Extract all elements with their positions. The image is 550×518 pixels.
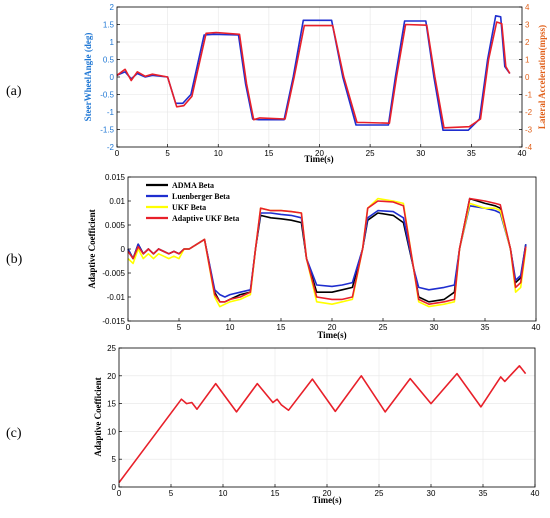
panel-c-xtick-label: 35 [479, 489, 488, 498]
panel-a-xtick-label: 30 [416, 149, 425, 158]
legend-label-2: UKF Beta [172, 203, 206, 212]
panel-a-xtick-label: 15 [264, 149, 273, 158]
panel-c-ylabel: Adaptive Coefficient [93, 377, 103, 456]
panel-a-ytick-right-label: -3 [525, 126, 533, 135]
panel-a-xtick-label: 5 [165, 149, 170, 158]
panel-a-xtick-label: 10 [214, 149, 223, 158]
panel-c-xtick-label: 20 [323, 489, 332, 498]
panel-b-ytick-label: -0.01 [107, 293, 126, 302]
panel-c-xtick-label: 5 [169, 489, 174, 498]
panel-b-ytick-label: -0.005 [102, 269, 125, 278]
panel-a-ytick-right-label: -2 [525, 108, 533, 117]
panel-c-xtick-label: 10 [219, 489, 228, 498]
panel-a-ytick-right-label: -1 [525, 91, 533, 100]
panel-b-xtick-label: 40 [532, 323, 541, 332]
panel-a-ylabel-left: SteerWheelAngle (deg) [83, 33, 93, 122]
panel-b-xtick-label: 15 [277, 323, 286, 332]
panel-c-xtick-label: 25 [375, 489, 384, 498]
panel-a-ytick-right-label: 4 [525, 3, 530, 12]
panel-a-ytick-label: -1.5 [100, 126, 114, 135]
panel-a-ytick-label: 2 [110, 3, 115, 12]
panel-a-series-0-line [116, 15, 511, 131]
panel-a-ytick-right-label: 0 [525, 73, 530, 82]
panel-c-label: (c) [6, 426, 22, 441]
panel-b-label: (b) [6, 252, 23, 267]
panel-b-xtick-label: 35 [481, 323, 490, 332]
panel-c-ytick-label: 0 [112, 483, 117, 492]
panel-b-xtick-label: 10 [226, 323, 235, 332]
panel-a-xlabel: Time(s) [304, 154, 333, 164]
panel-c-xlabel: Time(s) [312, 495, 341, 505]
panel-b-ytick-label: -0.015 [102, 317, 125, 326]
legend-label-3: Adaptive UKF Beta [172, 214, 239, 223]
panel-c-ytick-label: 10 [107, 427, 116, 436]
panel-a-ytick-label: -2 [107, 143, 115, 152]
panel-a-ytick-label: 1 [110, 38, 115, 47]
panel-a-xtick-label: 0 [115, 149, 120, 158]
panel-b-xtick-label: 5 [177, 323, 182, 332]
panel-c-xtick-label: 15 [271, 489, 280, 498]
panel-b-ytick-label: 0 [121, 245, 126, 254]
panel-c-ytick-label: 15 [107, 400, 116, 409]
panel-c-xtick-label: 0 [117, 489, 122, 498]
panel-b-series-3-line [127, 197, 527, 306]
panel-b-xlabel: Time(s) [317, 330, 346, 340]
panel-b-legend: ADMA Beta Luenberger Beta UKF Beta Adaptive… [146, 181, 239, 223]
panel-b-xtick-label: 30 [430, 323, 439, 332]
panel-a-ytick-label: 0.5 [103, 56, 115, 65]
panel-a-ytick-label: -0.5 [100, 91, 114, 100]
legend-label-0: ADMA Beta [172, 181, 214, 190]
panel-c-ytick-label: 20 [107, 372, 116, 381]
panel-a-ytick-right-label: 2 [525, 38, 530, 47]
panel-a-label: (a) [6, 84, 22, 99]
panel-a-ylabel-right: Lateral Acceleration(mpss) [537, 25, 547, 129]
panel-a-xtick-label: 40 [518, 149, 527, 158]
panel-a-ytick-label: -1 [107, 108, 115, 117]
panel-b-ytick-label: 0.005 [105, 221, 126, 230]
panel-c-ytick-label: 25 [107, 344, 116, 353]
panel-a-xtick-label: 25 [366, 149, 375, 158]
panel-c-ytick-label: 5 [112, 455, 117, 464]
panel-b-xtick-label: 20 [328, 323, 337, 332]
panel-a-ytick-label: 0 [110, 73, 115, 82]
panel-a-xtick-label: 20 [315, 149, 324, 158]
panel-a: (a) 0 5 10 15 20 25 30 35 40 -2-1.5-1-0.500.511.… [6, 3, 547, 164]
panel-b-ytick-label: 0.015 [105, 173, 126, 182]
panel-a-ytick-right-label: 1 [525, 56, 530, 65]
panel-a-ytick-right-label: -4 [525, 143, 533, 152]
panel-a-ytick-label: 1.5 [103, 21, 115, 30]
panel-a-series-1-line [116, 21, 511, 129]
panel-b: (b) 0 5 10 15 20 25 30 35 40 -0.015 -0.01 -0.005 0 0… [6, 173, 541, 340]
panel-b-xtick-label: 25 [379, 323, 388, 332]
legend-label-1: Luenberger Beta [172, 192, 230, 201]
panel-a-ytick-right-label: 3 [525, 21, 530, 30]
panel-b-xtick-label: 0 [126, 323, 131, 332]
panel-c-xtick-label: 40 [531, 489, 540, 498]
panel-b-ytick-label: 0.01 [109, 197, 125, 206]
panel-a-xtick-label: 35 [467, 149, 476, 158]
panel-c-xtick-label: 30 [427, 489, 436, 498]
panel-c-series-0-line [118, 364, 527, 484]
panel-b-ylabel: Adaptive Coefficient [87, 209, 97, 288]
